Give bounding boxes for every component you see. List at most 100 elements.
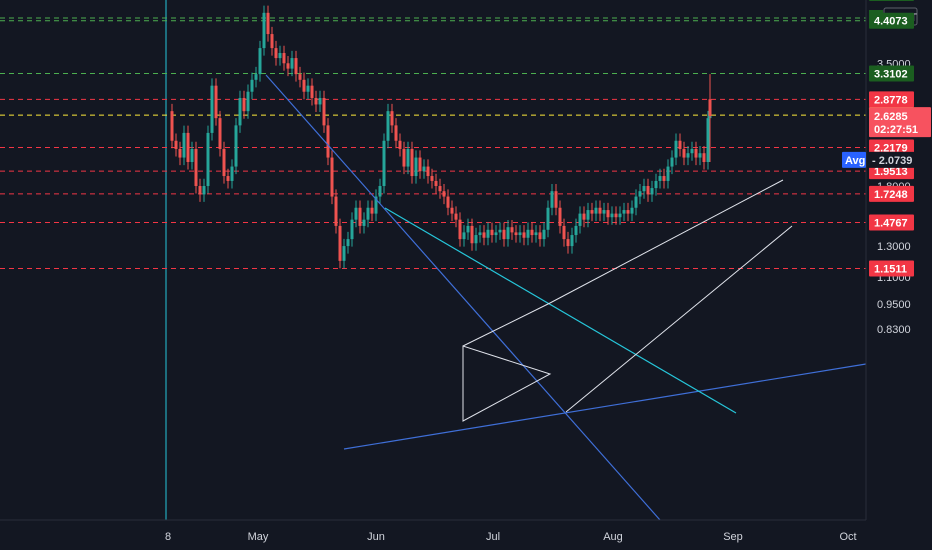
candle xyxy=(242,90,246,119)
trend-drawings[interactable] xyxy=(265,74,867,521)
candle xyxy=(198,178,202,202)
svg-text:1.7248: 1.7248 xyxy=(874,189,908,201)
candle xyxy=(594,200,598,222)
candle xyxy=(186,125,190,170)
candle xyxy=(422,159,426,179)
candle xyxy=(354,200,358,228)
candle xyxy=(270,26,274,56)
candle xyxy=(446,189,450,216)
candle xyxy=(518,225,522,243)
candle xyxy=(342,238,346,269)
candle xyxy=(646,178,650,202)
candle xyxy=(246,84,250,119)
candle xyxy=(506,219,510,247)
candle xyxy=(430,168,434,189)
candle xyxy=(322,90,326,133)
candle xyxy=(302,72,306,100)
candle xyxy=(626,202,630,222)
channel-upper-start[interactable] xyxy=(462,302,551,347)
support-trendline[interactable] xyxy=(343,363,867,450)
candle xyxy=(290,50,294,77)
candle xyxy=(622,202,626,222)
rising-channel-upper[interactable] xyxy=(549,179,784,304)
candle xyxy=(470,218,474,251)
candle xyxy=(214,78,218,126)
candle xyxy=(202,178,206,202)
cyan-trendline[interactable] xyxy=(384,207,737,414)
svg-text:1.9513: 1.9513 xyxy=(874,166,908,178)
candle xyxy=(574,218,578,243)
candle xyxy=(698,145,702,166)
candle xyxy=(286,56,290,77)
candle xyxy=(534,225,538,243)
candle xyxy=(330,150,334,205)
candle-last xyxy=(708,74,712,163)
candle xyxy=(558,200,562,234)
candle xyxy=(482,225,486,246)
time-tick-label: Sep xyxy=(723,531,743,543)
candle xyxy=(682,141,686,166)
price-tag: 4.4073 xyxy=(869,12,914,29)
price-tag: 1.4767 xyxy=(869,214,914,231)
candle xyxy=(522,225,526,246)
svg-text:3.3102: 3.3102 xyxy=(874,69,908,81)
candle xyxy=(502,222,506,247)
svg-text:2.6285: 2.6285 xyxy=(874,111,908,123)
candle xyxy=(542,222,546,247)
candle xyxy=(434,173,438,194)
svg-text:2.8778: 2.8778 xyxy=(874,94,908,106)
candle xyxy=(702,145,706,170)
horizontal-levels[interactable] xyxy=(0,0,866,270)
candle xyxy=(338,218,342,269)
time-axis[interactable]: 8 May Jun Jul Aug Sep Oct xyxy=(0,519,866,543)
time-tick-label: 8 xyxy=(165,531,171,543)
candle xyxy=(658,168,662,189)
price-tag: 3.3102 xyxy=(869,65,914,82)
candle xyxy=(606,202,610,225)
candle xyxy=(666,159,670,189)
candle xyxy=(362,212,366,234)
candle xyxy=(638,183,642,205)
candle xyxy=(274,40,278,66)
candle xyxy=(382,133,386,194)
downtrend-line[interactable] xyxy=(265,74,661,521)
candle xyxy=(190,141,194,170)
price-tags: 6USDT5.12204.40733.31022.87782.64192.217… xyxy=(842,0,931,277)
candle xyxy=(278,45,282,66)
candle xyxy=(262,5,266,56)
candle xyxy=(654,173,658,196)
candle xyxy=(598,200,602,222)
price-tag: 2.2179 xyxy=(869,139,914,156)
candlestick-series xyxy=(170,5,712,269)
candle xyxy=(318,90,322,112)
price-tag: 1.1511 xyxy=(869,260,914,277)
price-tick-label: 0.9500 xyxy=(877,299,911,311)
candle xyxy=(614,206,618,225)
candle xyxy=(530,222,534,243)
rising-channel-lower[interactable] xyxy=(565,225,793,413)
candle xyxy=(466,218,470,240)
price-tag: 1.7248 xyxy=(869,185,914,202)
triangle-pattern[interactable] xyxy=(462,345,552,422)
candle xyxy=(450,200,454,222)
candle xyxy=(402,141,406,175)
svg-text:4.4073: 4.4073 xyxy=(874,16,908,28)
candle xyxy=(442,183,446,205)
time-tick-label: May xyxy=(248,531,269,543)
candle xyxy=(222,141,226,184)
candle xyxy=(230,159,234,189)
candle xyxy=(650,180,654,202)
candle xyxy=(578,206,582,234)
candle xyxy=(310,78,314,106)
candle xyxy=(250,72,254,100)
candle xyxy=(582,206,586,228)
candle xyxy=(346,231,350,254)
avg-tag: Avg - 2.0739 xyxy=(842,151,914,168)
candle xyxy=(366,200,370,228)
candle xyxy=(670,150,674,175)
candle xyxy=(210,78,214,141)
candle xyxy=(538,225,542,247)
